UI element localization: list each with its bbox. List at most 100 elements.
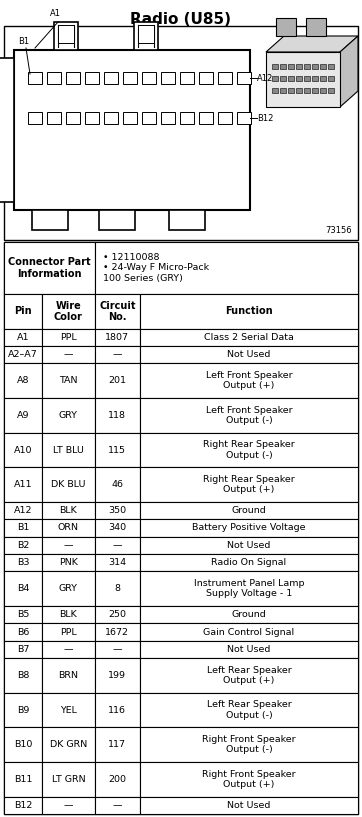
Bar — [4, 328, 42, 346]
Bar — [42, 537, 94, 554]
Bar — [42, 797, 94, 814]
Bar — [140, 623, 358, 641]
Bar — [199, 72, 213, 84]
Text: 73156: 73156 — [325, 226, 352, 235]
Bar — [140, 328, 358, 346]
Bar — [140, 364, 358, 398]
Text: PNK: PNK — [59, 558, 78, 567]
Bar — [4, 641, 42, 658]
Text: 1672: 1672 — [105, 627, 129, 636]
Bar — [180, 72, 194, 84]
Bar — [4, 693, 42, 727]
Bar — [42, 623, 94, 641]
Bar — [42, 554, 94, 571]
Bar — [328, 76, 334, 81]
Bar — [272, 76, 278, 81]
Bar — [237, 72, 251, 84]
Bar — [94, 242, 358, 294]
Bar — [169, 210, 205, 230]
Bar — [140, 641, 358, 658]
Bar — [42, 641, 94, 658]
Bar — [94, 693, 140, 727]
Bar — [140, 571, 358, 606]
Text: B7: B7 — [17, 645, 29, 654]
Text: B11: B11 — [14, 775, 32, 784]
Text: 340: 340 — [108, 524, 126, 533]
Text: Not Used: Not Used — [227, 645, 271, 654]
Bar — [94, 727, 140, 762]
Bar — [4, 242, 358, 814]
Bar — [4, 398, 42, 433]
Bar — [94, 294, 140, 328]
Text: 200: 200 — [108, 775, 126, 784]
Text: A2–A7: A2–A7 — [8, 350, 38, 359]
Bar — [94, 328, 140, 346]
Bar — [161, 72, 175, 84]
Bar — [288, 76, 294, 81]
Text: Circuit
No.: Circuit No. — [99, 301, 135, 322]
Text: BLK: BLK — [60, 507, 77, 516]
Text: B8: B8 — [17, 671, 29, 680]
Text: LT BLU: LT BLU — [53, 445, 84, 454]
Text: Left Front Speaker
Output (+): Left Front Speaker Output (+) — [206, 371, 292, 391]
Text: Class 2 Serial Data: Class 2 Serial Data — [204, 333, 294, 342]
Bar — [237, 112, 251, 124]
Bar — [140, 693, 358, 727]
Bar — [47, 112, 61, 124]
Bar — [4, 623, 42, 641]
Bar — [312, 88, 318, 93]
Bar — [94, 571, 140, 606]
Text: BRN: BRN — [58, 671, 79, 680]
Text: B10: B10 — [14, 740, 32, 749]
Bar — [104, 72, 118, 84]
Text: 314: 314 — [108, 558, 126, 567]
Text: B5: B5 — [17, 610, 29, 619]
Bar — [94, 398, 140, 433]
Bar — [42, 502, 94, 520]
Text: Right Front Speaker
Output (-): Right Front Speaker Output (-) — [202, 735, 296, 754]
Bar — [66, 72, 80, 84]
Polygon shape — [266, 36, 358, 52]
Bar — [94, 641, 140, 658]
Text: 201: 201 — [108, 376, 126, 385]
Text: GRY: GRY — [59, 584, 78, 593]
Text: —: — — [113, 645, 122, 654]
Bar — [218, 112, 232, 124]
Bar — [42, 433, 94, 467]
Text: Connector Part
Information: Connector Part Information — [8, 257, 90, 279]
Text: 115: 115 — [108, 445, 126, 454]
Text: A12: A12 — [257, 74, 273, 83]
Text: Right Rear Speaker
Output (+): Right Rear Speaker Output (+) — [203, 475, 295, 494]
Text: B1: B1 — [18, 37, 29, 46]
Bar — [304, 76, 310, 81]
Text: B4: B4 — [17, 584, 29, 593]
Text: PPL: PPL — [60, 333, 77, 342]
Bar — [0, 58, 14, 202]
Bar — [28, 112, 42, 124]
Text: —: — — [64, 541, 73, 550]
Text: Instrument Panel Lamp
Supply Voltage - 1: Instrument Panel Lamp Supply Voltage - 1 — [194, 579, 304, 598]
Text: A9: A9 — [17, 411, 29, 420]
Text: Not Used: Not Used — [227, 801, 271, 810]
Bar — [104, 112, 118, 124]
Polygon shape — [340, 36, 358, 107]
Bar — [4, 467, 42, 502]
Text: Pin: Pin — [14, 306, 32, 316]
Bar — [138, 25, 154, 43]
Bar — [94, 502, 140, 520]
Bar — [94, 658, 140, 693]
Bar — [328, 64, 334, 69]
Text: B6: B6 — [17, 627, 29, 636]
Bar — [140, 797, 358, 814]
Bar — [4, 762, 42, 797]
Bar — [4, 537, 42, 554]
Bar — [140, 658, 358, 693]
Text: B3: B3 — [17, 558, 29, 567]
Text: —: — — [64, 350, 73, 359]
Text: • 12110088
• 24-Way F Micro-Pack
100 Series (GRY): • 12110088 • 24-Way F Micro-Pack 100 Ser… — [102, 253, 209, 283]
Bar — [320, 76, 326, 81]
Text: —: — — [113, 541, 122, 550]
Bar — [58, 25, 74, 43]
Bar — [218, 72, 232, 84]
Text: Battery Positive Voltage: Battery Positive Voltage — [192, 524, 306, 533]
